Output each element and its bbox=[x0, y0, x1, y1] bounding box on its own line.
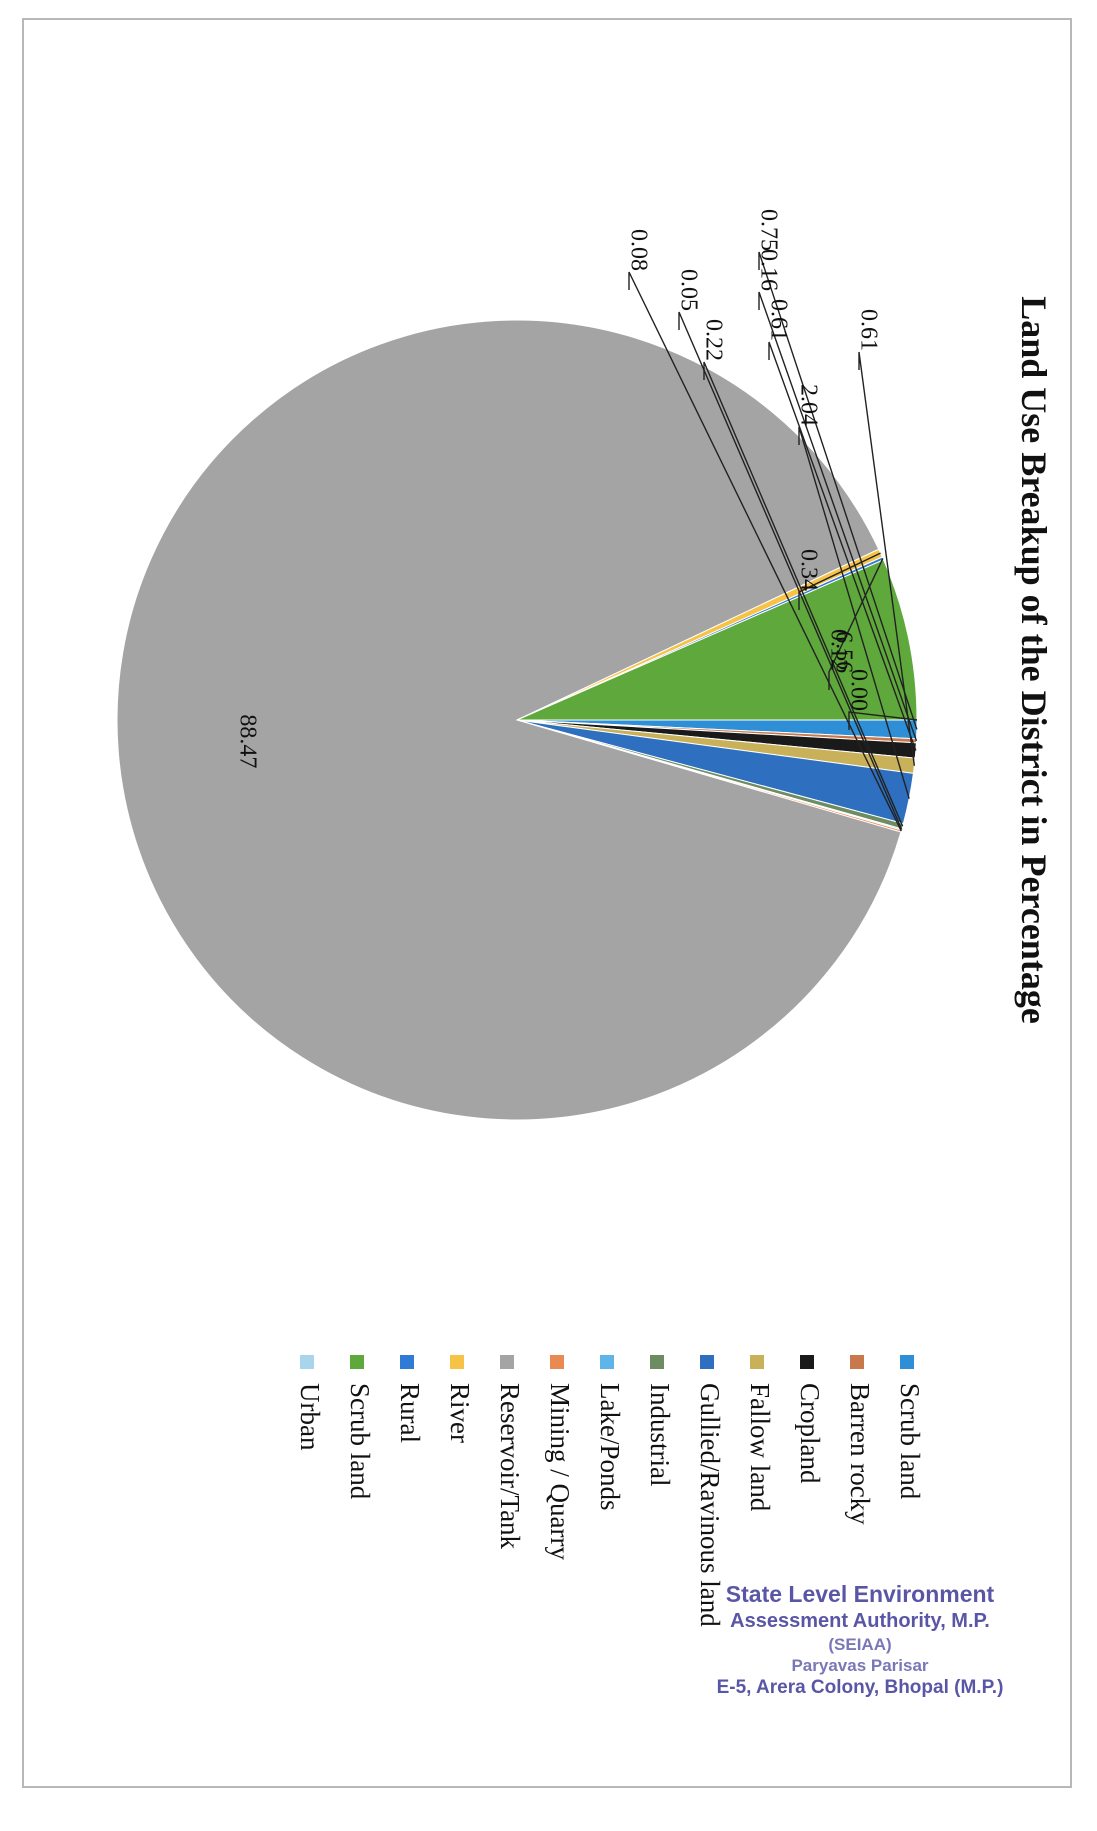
stamp-line-1: State Level Environment bbox=[725, 1581, 995, 1607]
data-label: 0.34 bbox=[795, 549, 821, 591]
legend-swatch bbox=[650, 1355, 664, 1369]
legend-swatch bbox=[550, 1355, 564, 1369]
legend-swatch bbox=[450, 1355, 464, 1369]
stamp-line-3: (SEIAA) bbox=[828, 1634, 892, 1654]
legend-swatch bbox=[350, 1355, 364, 1369]
legend-swatch bbox=[600, 1355, 614, 1369]
leader-line bbox=[768, 341, 917, 751]
authority-stamp: State Level Environment Assessment Autho… bbox=[640, 1580, 1080, 1700]
chart-frame bbox=[22, 18, 1072, 1788]
legend-swatch bbox=[750, 1355, 764, 1369]
legend-swatch bbox=[700, 1355, 714, 1369]
data-label: 0.08 bbox=[625, 229, 651, 271]
legend-swatch bbox=[850, 1355, 864, 1369]
data-label: 0.12 bbox=[825, 629, 851, 671]
legend-label: River bbox=[445, 1383, 475, 1443]
data-label: 0.22 bbox=[700, 319, 726, 361]
stamp-line-4: Paryavas Parisar bbox=[791, 1656, 929, 1675]
leader-line bbox=[703, 361, 904, 827]
chart-title: Land Use Breakup of the District in Perc… bbox=[1014, 296, 1054, 1024]
data-label: 0.75 bbox=[755, 209, 781, 251]
legend-swatch bbox=[800, 1355, 814, 1369]
data-label: 0.00 bbox=[845, 669, 871, 711]
data-label: 0.61 bbox=[765, 299, 791, 341]
legend-label: Barren rocky bbox=[845, 1383, 875, 1525]
legend-swatch bbox=[900, 1355, 914, 1369]
legend-label: Gullied/Ravinous land bbox=[695, 1383, 725, 1627]
legend-label: Rural bbox=[395, 1383, 425, 1443]
stamp-line-5: E-5, Arera Colony, Bhopal (M.P.) bbox=[716, 1677, 1004, 1699]
legend-swatch bbox=[300, 1355, 314, 1369]
legend-label: Reservoir/Tank bbox=[495, 1383, 525, 1550]
data-label: 2.04 bbox=[795, 384, 821, 426]
legend-label: Urban bbox=[295, 1383, 325, 1451]
stamp-line-2: Assessment Authority, M.P. bbox=[730, 1609, 990, 1632]
leader-line bbox=[848, 711, 918, 730]
leader-line bbox=[858, 351, 916, 766]
data-label: 0.05 bbox=[675, 269, 701, 311]
data-label: 0.61 bbox=[855, 309, 881, 351]
legend-label: Mining / Quarry bbox=[545, 1383, 575, 1560]
leader-line bbox=[628, 271, 902, 832]
leader-line bbox=[798, 426, 910, 799]
legend-swatch bbox=[500, 1355, 514, 1369]
legend-label: Industrial bbox=[645, 1383, 675, 1486]
pie-slice bbox=[516, 559, 918, 721]
leader-line bbox=[828, 558, 884, 690]
leader-line bbox=[758, 251, 918, 730]
legend-label: Cropland bbox=[795, 1383, 825, 1484]
legend-swatch bbox=[400, 1355, 414, 1369]
pie-slice bbox=[116, 319, 902, 1121]
leader-line bbox=[798, 552, 881, 610]
legend-label: Scrub land bbox=[345, 1383, 375, 1500]
legend-label: Fallow land bbox=[745, 1383, 775, 1512]
leader-line bbox=[678, 311, 903, 830]
data-label: 6.56 bbox=[830, 631, 856, 673]
legend-label: Lake/Ponds bbox=[595, 1383, 625, 1511]
legend-label: Scrub land bbox=[895, 1383, 925, 1500]
leader-line bbox=[758, 291, 918, 742]
data-label: 88.47 bbox=[234, 714, 260, 768]
data-label: 0.16 bbox=[755, 249, 781, 291]
